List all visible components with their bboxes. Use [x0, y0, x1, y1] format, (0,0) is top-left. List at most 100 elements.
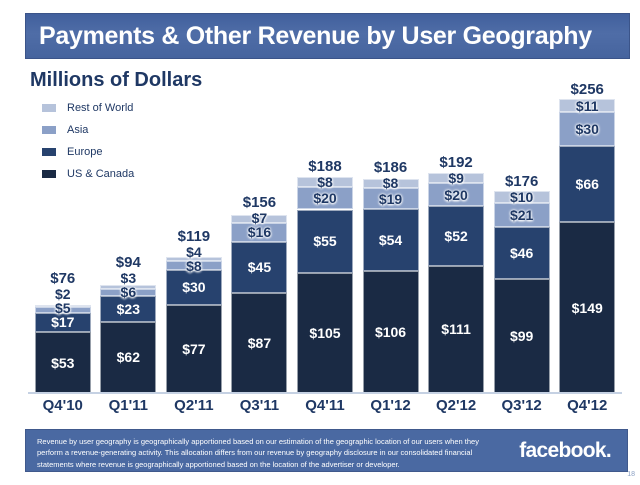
bar-total-label: $94 [115, 254, 141, 272]
bar-segment [165, 261, 222, 271]
bar-segment [296, 209, 353, 273]
x-axis-label: Q1'12 [370, 397, 411, 414]
bar-group: $149 $66 $30 $11 $256 [554, 80, 620, 393]
x-axis-label: Q3'11 [239, 397, 280, 414]
bar-segment [100, 295, 157, 322]
x-axis-labels: Q4'10 Q1'11 Q2'11 Q3'11 Q4'11 Q1'12 Q2'12 Q3'12… [30, 397, 620, 417]
bar-segment [493, 202, 550, 227]
bar-total-label: $176 [504, 172, 539, 190]
bar-segment [296, 272, 353, 393]
segment-value-label: $55 [313, 233, 337, 250]
segment-value-label: $45 [247, 259, 272, 276]
slide-title-bar: Payments & Other Revenue by User Geograp… [25, 13, 630, 59]
legend-item: Europe [42, 141, 134, 163]
chart-legend: Rest of World Asia Europe US & Canada [42, 97, 134, 185]
segment-value-label: $21 [509, 206, 534, 223]
bar-group: $111 $52 $20 $9 $192 [423, 80, 489, 393]
segment-value-label: $54 [378, 232, 403, 249]
legend-swatch-icon [42, 104, 56, 112]
x-axis-label: Q1'11 [108, 397, 149, 414]
bar-segment [428, 265, 485, 393]
bar-segment [165, 270, 222, 305]
legend-label: Asia [67, 124, 89, 136]
segment-value-label: $106 [374, 324, 407, 341]
bar-segment [231, 293, 288, 393]
bar-segment [34, 306, 91, 313]
bar-group: $53 $17 $5 $2 $76 [30, 80, 96, 393]
bar-total-label: $186 [373, 159, 408, 177]
segment-value-label: $87 [247, 335, 272, 352]
bar-total-label: $256 [570, 81, 604, 99]
x-axis-label: Q4'10 [42, 397, 83, 414]
bar-segment [559, 112, 616, 147]
chart-plot: $53 $17 $5 $2 $76 $62 $23 $6 $3 $94 $77 $30 $8 $4 $119… [30, 80, 620, 393]
segment-value-label: $16 [247, 224, 272, 241]
x-axis-label: Q2'11 [174, 397, 214, 414]
bar-group: $99 $46 $21 $10 $176 [489, 80, 555, 393]
bar-segment [231, 241, 288, 294]
bar-group: $77 $30 $8 $4 $119 [161, 80, 227, 393]
segment-value-label: $77 [182, 340, 206, 357]
bar-segment [493, 279, 550, 393]
legend-item: Asia [42, 119, 134, 141]
bar-group: $62 $23 $6 $3 $94 [96, 80, 162, 393]
segment-value-label: $4 [186, 243, 202, 260]
facebook-logo: facebook. [519, 438, 611, 462]
bar-segment [165, 304, 222, 393]
bar-segment [428, 183, 485, 207]
segment-value-label: $5 [54, 300, 71, 317]
bar-segment [34, 312, 91, 333]
segment-value-label: $62 [116, 349, 140, 366]
segment-value-label: $3 [120, 270, 137, 287]
legend-swatch-icon [42, 126, 56, 134]
bar-group: $106 $54 $19 $8 $186 [358, 80, 424, 393]
segment-value-label: $2 [54, 286, 71, 303]
segment-value-label: $7 [251, 210, 268, 227]
bar-total-label: $76 [50, 270, 76, 288]
legend-label: Rest of World [67, 102, 134, 114]
bar-segment [100, 288, 157, 296]
bar-group: $105 $55 $20 $8 $188 [292, 80, 358, 393]
segment-value-label: $20 [444, 186, 468, 203]
segment-value-label: $20 [313, 190, 337, 206]
segment-value-label: $8 [317, 173, 333, 190]
segment-value-label: $30 [182, 279, 206, 296]
legend-label: Europe [67, 146, 103, 158]
footer-bar: Revenue by user geography is geographica… [25, 429, 628, 472]
bar-segment [362, 178, 419, 188]
segment-value-label: $66 [575, 176, 599, 193]
segment-value-label: $9 [448, 169, 464, 186]
bar-total-label: $192 [439, 153, 473, 171]
segment-value-label: $111 [441, 321, 471, 338]
legend-item: US & Canada [42, 163, 134, 185]
legend-item: Rest of World [42, 97, 134, 119]
bar-segment [231, 215, 288, 224]
segment-value-label: $17 [51, 314, 75, 331]
x-axis-line [28, 392, 622, 394]
bar-segment [428, 206, 485, 266]
segment-value-label: $99 [509, 328, 534, 345]
bar-segment [559, 99, 616, 112]
bar-segment [362, 187, 419, 210]
bar-total-label: $156 [242, 194, 277, 212]
bar-segment [34, 304, 91, 307]
segment-value-label: $10 [509, 188, 534, 205]
x-axis-label: Q4'12 [567, 397, 608, 414]
legend-swatch-icon [42, 170, 56, 178]
segment-value-label: $8 [382, 175, 399, 192]
page-title: Payments & Other Revenue by User Geograp… [39, 21, 592, 50]
bar-segment [559, 146, 616, 223]
segment-value-label: $6 [120, 284, 137, 301]
bar-segment [100, 285, 157, 289]
segment-value-label: $19 [378, 190, 403, 207]
bar-segment [296, 177, 353, 187]
legend-label: US & Canada [67, 168, 135, 180]
segment-value-label: $105 [309, 324, 341, 341]
segment-value-label: $30 [575, 121, 599, 138]
segment-value-label: $8 [186, 257, 202, 274]
chart-subtitle: Millions of Dollars [30, 69, 203, 91]
segment-value-label: $46 [509, 245, 534, 262]
segment-value-label: $53 [51, 354, 75, 371]
bar-segment [559, 222, 616, 393]
page-number: 18 [627, 471, 635, 478]
